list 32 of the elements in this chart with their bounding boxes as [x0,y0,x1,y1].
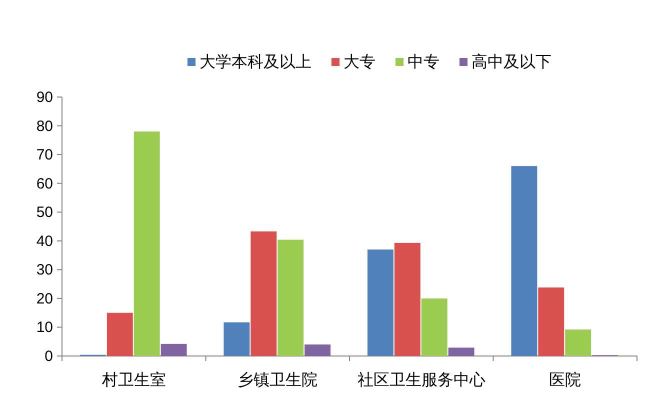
x-tick-label: 社区卫生服务中心 [357,371,486,389]
bar [394,242,420,356]
bar [278,240,304,356]
bar [538,288,564,356]
bar [224,322,250,356]
y-tick-label: 70 [36,146,53,164]
bar [565,330,592,356]
y-tick-label: 80 [36,118,53,135]
bar [421,298,448,356]
legend-label: 大学本科及以上 [200,53,312,71]
y-tick-label: 30 [36,262,53,279]
x-tick-label: 医院 [549,371,582,389]
bar [367,250,394,356]
y-tick-label: 20 [36,290,53,308]
legend-label: 大专 [344,53,376,71]
y-tick-label: 40 [36,232,53,250]
bar [304,344,331,356]
bar [511,166,538,356]
bar [448,348,474,356]
legend-label: 高中及以下 [472,53,552,71]
y-tick-label: 10 [36,319,53,336]
bar [134,132,160,356]
bar [160,344,187,356]
bar [106,312,133,356]
bar [250,231,277,356]
y-tick-label: 0 [44,348,53,365]
legend-label: 中专 [408,53,440,71]
x-tick-label: 村卫生室 [100,371,166,389]
y-tick-label: 60 [36,175,53,192]
y-tick-label: 50 [36,204,53,222]
x-tick-label: 乡镇卫生院 [238,371,318,389]
y-tick-label: 90 [36,89,53,106]
